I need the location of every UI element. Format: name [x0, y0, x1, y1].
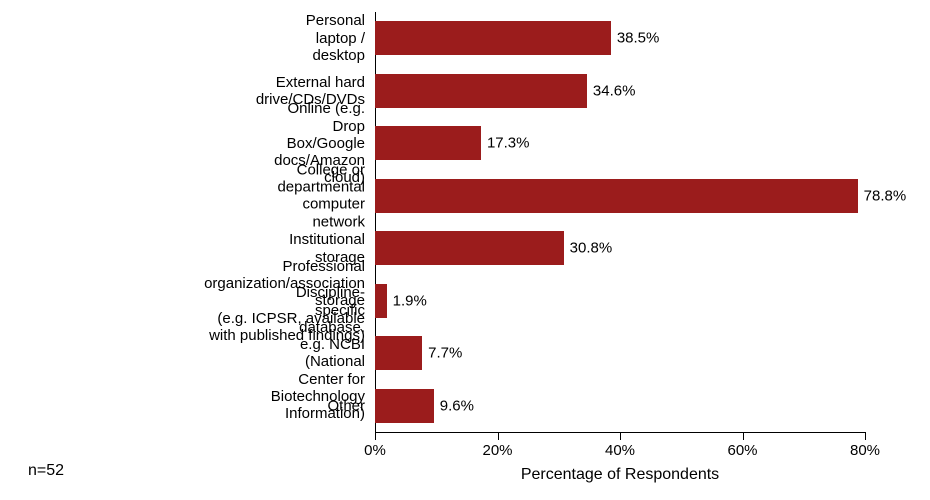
- chart-row: External hard drive/CDs/DVDs34.6%: [375, 65, 865, 118]
- x-tick: [375, 432, 376, 440]
- bar: [375, 231, 564, 265]
- category-label: Other: [327, 397, 365, 414]
- x-tick-label: 60%: [727, 442, 757, 459]
- x-tick: [865, 432, 866, 440]
- chart-row: Institutional storage30.8%: [375, 222, 865, 275]
- bar: [375, 284, 387, 318]
- x-tick-label: 80%: [850, 442, 880, 459]
- storage-chart: Percentage of Respondents 0% 20% 40% 60% 80%…: [0, 0, 930, 500]
- value-label: 17.3%: [487, 135, 530, 152]
- bar: [375, 21, 611, 55]
- x-tick: [743, 432, 744, 440]
- x-tick-label: 20%: [482, 442, 512, 459]
- chart-row: College or departmental computer network…: [375, 170, 865, 223]
- plot-area: Percentage of Respondents 0%20%40%60%80%…: [375, 12, 865, 433]
- x-tick: [498, 432, 499, 440]
- bar: [375, 74, 587, 108]
- value-label: 30.8%: [570, 240, 613, 257]
- chart-row: Discipline-specific database, e.g. NCBI …: [375, 327, 865, 380]
- value-label: 9.6%: [440, 397, 474, 414]
- bar: [375, 179, 858, 213]
- x-tick-label: 40%: [605, 442, 635, 459]
- chart-row: Online (e.g. Drop Box/Google docs/Amazon…: [375, 117, 865, 170]
- value-label: 78.8%: [864, 187, 907, 204]
- value-label: 38.5%: [617, 30, 660, 47]
- chart-row: Other9.6%: [375, 380, 865, 433]
- x-tick: [620, 432, 621, 440]
- value-label: 1.9%: [393, 292, 427, 309]
- chart-row: Professional organization/association st…: [375, 275, 865, 328]
- value-label: 34.6%: [593, 82, 636, 99]
- value-label: 7.7%: [428, 345, 462, 362]
- x-tick-label: 0%: [364, 442, 386, 459]
- bar: [375, 126, 481, 160]
- chart-row: Personal laptop / desktop38.5%: [375, 12, 865, 65]
- x-axis-title: Percentage of Respondents: [521, 466, 719, 484]
- category-label: Personal laptop / desktop: [306, 12, 365, 64]
- bar: [375, 336, 422, 370]
- sample-size-note: n=52: [28, 462, 64, 480]
- bar: [375, 389, 434, 423]
- category-label: College or departmental computer network: [277, 161, 365, 230]
